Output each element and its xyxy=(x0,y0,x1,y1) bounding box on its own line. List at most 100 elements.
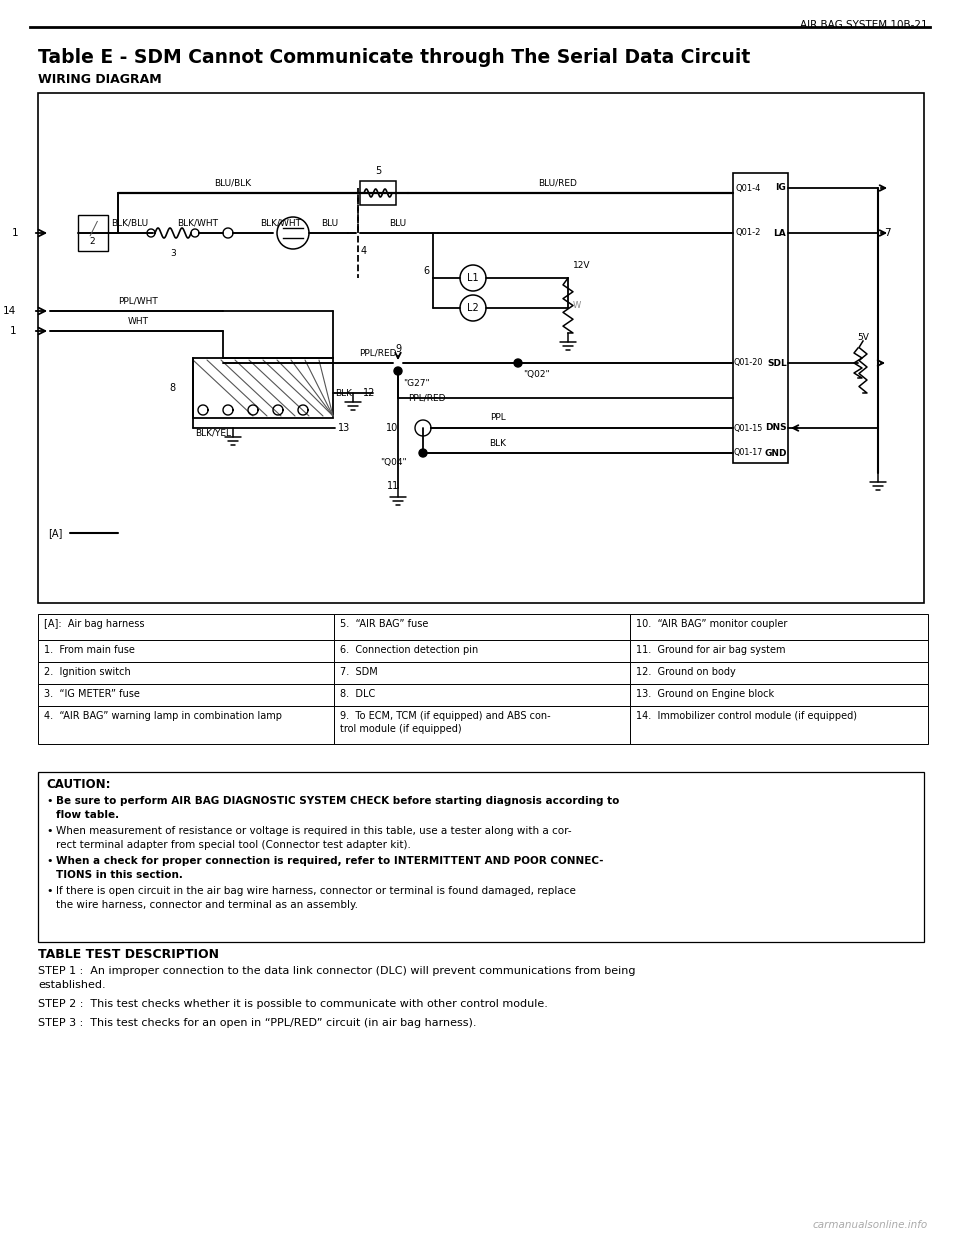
Text: When measurement of resistance or voltage is required in this table, use a teste: When measurement of resistance or voltag… xyxy=(56,826,571,836)
Bar xyxy=(38,772,924,942)
Text: •: • xyxy=(46,797,53,806)
Circle shape xyxy=(460,266,486,291)
Text: "Q02": "Q02" xyxy=(523,370,550,379)
Text: 8.  DLC: 8. DLC xyxy=(340,689,375,699)
Circle shape xyxy=(419,450,427,457)
Text: "G27": "G27" xyxy=(403,378,430,388)
Text: "Q04": "Q04" xyxy=(380,458,406,468)
Text: BLK/BLU: BLK/BLU xyxy=(111,219,149,227)
Bar xyxy=(38,684,334,706)
Text: GND: GND xyxy=(764,448,787,457)
Text: SDL: SDL xyxy=(767,358,787,368)
Text: LA: LA xyxy=(773,228,786,237)
Text: 9.  To ECM, TCM (if equipped) and ABS con-: 9. To ECM, TCM (if equipped) and ABS con… xyxy=(340,711,551,721)
Text: Table E - SDM Cannot Communicate through The Serial Data Circuit: Table E - SDM Cannot Communicate through… xyxy=(38,48,751,67)
Text: 1: 1 xyxy=(12,228,18,238)
Text: 6: 6 xyxy=(423,266,429,275)
Text: 1: 1 xyxy=(10,326,16,336)
Text: IG: IG xyxy=(776,184,786,193)
Bar xyxy=(630,614,928,640)
Text: BLK/YEL: BLK/YEL xyxy=(195,429,231,437)
Text: 5.  “AIR BAG” fuse: 5. “AIR BAG” fuse xyxy=(340,619,428,629)
Text: 5: 5 xyxy=(374,165,381,177)
Text: BLU: BLU xyxy=(322,219,339,227)
Circle shape xyxy=(460,295,486,321)
Text: 3: 3 xyxy=(170,248,176,258)
Text: 12: 12 xyxy=(363,388,375,398)
Text: TABLE TEST DESCRIPTION: TABLE TEST DESCRIPTION xyxy=(38,948,219,961)
Text: Be sure to perform AIR BAG DIAGNOSTIC SYSTEM CHECK before starting diagnosis acc: Be sure to perform AIR BAG DIAGNOSTIC SY… xyxy=(56,797,619,806)
Text: [A]: [A] xyxy=(48,529,62,538)
Text: Q01-17: Q01-17 xyxy=(734,448,763,457)
Text: 14: 14 xyxy=(3,306,16,316)
Text: CAUTION:: CAUTION: xyxy=(46,778,110,790)
Text: 1.  From main fuse: 1. From main fuse xyxy=(44,645,134,655)
Text: ╱: ╱ xyxy=(89,220,97,236)
Text: 10: 10 xyxy=(386,424,398,433)
Text: •: • xyxy=(46,826,53,836)
Text: PPL/RED: PPL/RED xyxy=(359,348,396,357)
Text: BLU/RED: BLU/RED xyxy=(539,179,577,188)
Bar xyxy=(334,640,630,662)
Text: STEP 3 :  This test checks for an open in “PPL/RED” circuit (in air bag harness): STEP 3 : This test checks for an open in… xyxy=(38,1018,476,1028)
Bar xyxy=(193,358,333,417)
Text: If there is open circuit in the air bag wire harness, connector or terminal is f: If there is open circuit in the air bag … xyxy=(56,885,576,897)
Text: 8: 8 xyxy=(169,383,175,393)
Text: Q01-4: Q01-4 xyxy=(735,184,760,193)
Text: 13: 13 xyxy=(338,424,350,433)
Text: 2: 2 xyxy=(89,236,95,246)
Text: BLK: BLK xyxy=(490,438,507,447)
Text: Q01-20: Q01-20 xyxy=(734,358,763,368)
Text: flow table.: flow table. xyxy=(56,809,119,820)
Text: Q01-15: Q01-15 xyxy=(734,424,763,432)
Bar xyxy=(630,684,928,706)
Text: PPL/WHT: PPL/WHT xyxy=(118,296,157,305)
Text: rect terminal adapter from special tool (Connector test adapter kit).: rect terminal adapter from special tool … xyxy=(56,840,411,850)
Text: BLK/WHT: BLK/WHT xyxy=(260,219,301,227)
Text: 3.  “IG METER” fuse: 3. “IG METER” fuse xyxy=(44,689,140,699)
Text: 11.  Ground for air bag system: 11. Ground for air bag system xyxy=(636,645,785,655)
Circle shape xyxy=(277,217,309,249)
Bar xyxy=(38,640,334,662)
Text: STEP 2 :  This test checks whether it is possible to communicate with other cont: STEP 2 : This test checks whether it is … xyxy=(38,999,548,1009)
Text: W: W xyxy=(573,300,581,310)
Text: trol module (if equipped): trol module (if equipped) xyxy=(340,724,462,734)
Bar xyxy=(78,215,108,251)
Bar xyxy=(334,706,630,743)
Text: BLK/WHT: BLK/WHT xyxy=(178,219,219,227)
Text: BLK: BLK xyxy=(335,389,352,398)
Text: the wire harness, connector and terminal as an assembly.: the wire harness, connector and terminal… xyxy=(56,899,358,909)
Bar xyxy=(334,662,630,684)
Bar xyxy=(38,93,924,603)
Text: L1: L1 xyxy=(468,273,479,283)
Text: STEP 1 :  An improper connection to the data link connector (DLC) will prevent c: STEP 1 : An improper connection to the d… xyxy=(38,966,636,976)
Text: BLU: BLU xyxy=(390,219,407,227)
Text: L2: L2 xyxy=(468,303,479,312)
Text: 10.  “AIR BAG” monitor coupler: 10. “AIR BAG” monitor coupler xyxy=(636,619,787,629)
Text: 5V: 5V xyxy=(857,333,869,342)
Text: 9: 9 xyxy=(395,345,401,354)
Text: carmanualsonline.info: carmanualsonline.info xyxy=(813,1220,928,1230)
Text: DNS: DNS xyxy=(765,424,787,432)
Text: PPL: PPL xyxy=(491,414,506,422)
Text: 13.  Ground on Engine block: 13. Ground on Engine block xyxy=(636,689,774,699)
Text: TIONS in this section.: TIONS in this section. xyxy=(56,869,182,879)
Bar xyxy=(630,706,928,743)
Text: •: • xyxy=(46,856,53,866)
Text: 14.  Immobilizer control module (if equipped): 14. Immobilizer control module (if equip… xyxy=(636,711,857,721)
Text: 2.  Ignition switch: 2. Ignition switch xyxy=(44,667,131,677)
Text: AIR BAG SYSTEM 10B-21: AIR BAG SYSTEM 10B-21 xyxy=(801,20,928,30)
Bar xyxy=(38,706,334,743)
Text: BLU/BLK: BLU/BLK xyxy=(214,179,252,188)
Bar xyxy=(38,662,334,684)
Text: When a check for proper connection is required, refer to INTERMITTENT AND POOR C: When a check for proper connection is re… xyxy=(56,856,604,866)
Text: WHT: WHT xyxy=(128,316,149,326)
Text: WIRING DIAGRAM: WIRING DIAGRAM xyxy=(38,73,161,86)
Text: 4.  “AIR BAG” warning lamp in combination lamp: 4. “AIR BAG” warning lamp in combination… xyxy=(44,711,282,721)
Text: PPL/RED: PPL/RED xyxy=(408,394,445,403)
Circle shape xyxy=(514,359,522,367)
Text: established.: established. xyxy=(38,981,106,990)
Text: [A]:  Air bag harness: [A]: Air bag harness xyxy=(44,619,145,629)
Text: 4: 4 xyxy=(361,246,367,256)
Circle shape xyxy=(394,367,402,375)
